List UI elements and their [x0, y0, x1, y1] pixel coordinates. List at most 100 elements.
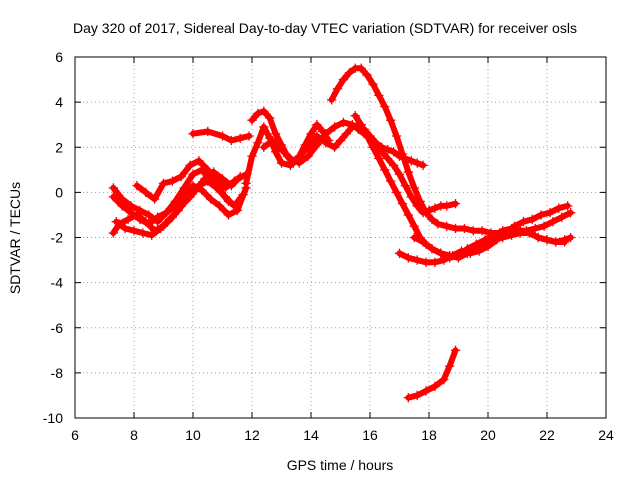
- data-point: [386, 176, 396, 186]
- data-point: [415, 196, 425, 207]
- data-point: [217, 174, 228, 184]
- data-point: [324, 135, 334, 146]
- data-point: [182, 194, 192, 204]
- data-point: [403, 210, 413, 220]
- y-tick-label: 0: [55, 184, 63, 200]
- data-point: [406, 156, 416, 166]
- data-point: [191, 185, 201, 195]
- data-point: [450, 199, 461, 209]
- data-point: [179, 183, 189, 193]
- x-tick-label: 24: [598, 427, 614, 443]
- series-track-12: [394, 201, 573, 267]
- data-point: [141, 187, 151, 198]
- data-point: [406, 192, 416, 202]
- data-point: [362, 131, 372, 141]
- y-axis: -10 -8 -6 -4 -2 0 2 4 6: [43, 49, 606, 426]
- y-tick-label: -8: [51, 365, 64, 381]
- data-point: [253, 108, 263, 119]
- data-point: [338, 117, 349, 128]
- data-point: [533, 232, 543, 243]
- data-point: [388, 160, 399, 170]
- x-tick-label: 22: [539, 427, 555, 443]
- data-point: [536, 210, 546, 220]
- data-point: [226, 135, 236, 146]
- data-point: [368, 79, 378, 89]
- series-track-5: [132, 156, 251, 204]
- data-point: [132, 180, 142, 191]
- data-point: [421, 386, 431, 396]
- data-point: [374, 153, 384, 164]
- data-point: [229, 176, 239, 186]
- data-point: [445, 253, 455, 263]
- data-point: [294, 158, 304, 168]
- data-point: [117, 194, 127, 204]
- data-point: [383, 144, 393, 155]
- data-point: [276, 144, 287, 155]
- data-point: [338, 74, 349, 85]
- data-point: [223, 210, 234, 220]
- data-point: [442, 221, 452, 231]
- data-point: [259, 122, 269, 132]
- data-point: [158, 178, 169, 188]
- data-point: [403, 393, 413, 403]
- data-point: [188, 129, 198, 139]
- data-point: [203, 126, 213, 137]
- data-point: [560, 237, 570, 247]
- data-point: [409, 221, 419, 231]
- y-axis-label: SDTVAR / TECUs: [7, 182, 23, 294]
- x-tick-label: 8: [130, 427, 138, 443]
- x-axis: 6 8 10 12 14 16 18 20 22 24: [71, 57, 614, 443]
- data-point: [344, 68, 354, 78]
- plot-frame: [74, 56, 607, 419]
- data-point: [259, 142, 269, 152]
- data-point: [362, 70, 372, 80]
- data-point: [421, 208, 431, 218]
- data-point: [400, 180, 411, 191]
- data-point: [515, 226, 526, 236]
- data-point: [241, 178, 251, 188]
- series-track-10: [327, 63, 576, 238]
- data-point: [220, 183, 231, 193]
- data-point: [253, 138, 263, 148]
- data-point: [430, 203, 440, 213]
- data-point: [138, 228, 148, 238]
- data-point: [453, 250, 464, 261]
- grid: [75, 57, 606, 418]
- data-point: [170, 196, 180, 207]
- data-point: [530, 223, 540, 234]
- data-point: [329, 122, 340, 132]
- data-point: [332, 83, 343, 94]
- data-point: [563, 201, 573, 211]
- data-point: [551, 237, 561, 247]
- data-point: [377, 147, 387, 157]
- data-point: [144, 210, 154, 220]
- series-line: [260, 119, 459, 216]
- data-point: [394, 169, 405, 179]
- series-line: [328, 65, 574, 236]
- data-point: [480, 235, 490, 245]
- data-point: [173, 205, 183, 216]
- data-point: [206, 194, 216, 204]
- data-point: [418, 237, 428, 247]
- data-point: [229, 201, 239, 211]
- data-point: [150, 194, 160, 204]
- y-tick-label: -6: [51, 320, 64, 336]
- data-point: [421, 257, 431, 267]
- data-point: [217, 131, 228, 141]
- data-point: [259, 106, 269, 116]
- series-line: [405, 347, 459, 401]
- data-point: [436, 248, 446, 258]
- x-tick-label: 16: [362, 427, 378, 443]
- data-point: [394, 248, 405, 258]
- data-point: [188, 169, 198, 179]
- data-point: [418, 160, 428, 170]
- x-tick-label: 14: [303, 427, 319, 443]
- data-point: [518, 217, 529, 227]
- series-track-14: [403, 345, 461, 403]
- data-point: [108, 183, 118, 193]
- data-point: [329, 142, 340, 152]
- y-tick-label: -2: [51, 230, 64, 246]
- data-point: [350, 111, 360, 121]
- data-point: [247, 115, 257, 125]
- data-point: [108, 228, 118, 238]
